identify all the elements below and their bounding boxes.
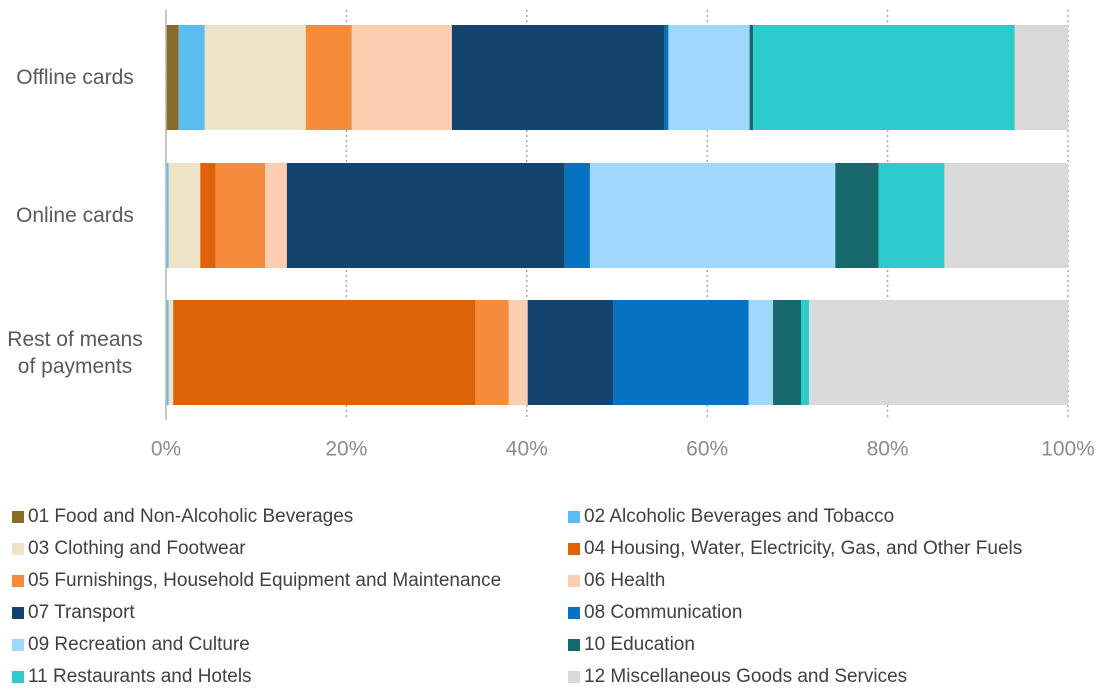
bar-segment [878, 163, 945, 268]
x-tick-label: 100% [1041, 438, 1095, 461]
legend-label: 10 Education [584, 634, 695, 655]
legend-label: 06 Health [584, 570, 665, 591]
bar-segment [527, 300, 614, 405]
legend-swatch [568, 671, 580, 683]
bar-segment [944, 163, 1068, 268]
legend-swatch [568, 575, 580, 587]
legend-label: 04 Housing, Water, Electricity, Gas, and… [584, 538, 1022, 559]
x-tick-label: 40% [506, 438, 548, 461]
legend-swatch [568, 639, 580, 651]
bar-segment [351, 25, 452, 130]
x-tick-label: 80% [867, 438, 909, 461]
legend-label: 01 Food and Non-Alcoholic Beverages [28, 506, 353, 527]
bar-segment [215, 163, 266, 268]
bar-segment [801, 300, 810, 405]
legend-label: 02 Alcoholic Beverages and Tobacco [584, 506, 894, 527]
legend-label: 03 Clothing and Footwear [28, 538, 246, 559]
x-tick-label: 60% [686, 438, 728, 461]
legend-swatch [568, 511, 580, 523]
legend-swatch [568, 543, 580, 555]
bar-segment [668, 25, 750, 130]
bar-segment [166, 25, 179, 130]
bar-segment [451, 25, 665, 130]
bar-segment [166, 300, 169, 405]
bar-segment [1014, 25, 1068, 130]
legend-label: 07 Transport [28, 602, 135, 623]
bar-segment [753, 25, 1015, 130]
bar-segment [835, 163, 879, 268]
legend-label: 09 Recreation and Culture [28, 634, 250, 655]
x-tick-label: 0% [151, 438, 181, 461]
bar-segment [204, 25, 306, 130]
bar-segment [589, 163, 836, 268]
legend-label: 11 Restaurants and Hotels [28, 666, 252, 687]
y-tick-label: Online cards [16, 204, 134, 227]
legend-label: 08 Communication [584, 602, 742, 623]
legend-swatch [12, 511, 24, 523]
bar-segment [809, 300, 1068, 405]
bar-segment [664, 25, 669, 130]
y-tick-label: Offline cards [16, 66, 134, 89]
bar-segment [613, 300, 749, 405]
legend-label: 05 Furnishings, Household Equipment and … [28, 570, 501, 591]
bar-segment [748, 300, 774, 405]
bar-segment [305, 25, 352, 130]
legend-swatch [12, 671, 24, 683]
y-tick-label: Rest of means of payments [7, 327, 143, 378]
bar-segment [265, 163, 287, 268]
bar-segment [508, 300, 528, 405]
bar-segment [286, 163, 565, 268]
bar-segment [173, 300, 476, 405]
bar-segment [178, 25, 205, 130]
legend-swatch [12, 543, 24, 555]
bar-segment [475, 300, 509, 405]
bar-segment [564, 163, 590, 268]
bar-segment [166, 163, 169, 268]
legend-swatch [12, 607, 24, 619]
bar-segment [749, 25, 754, 130]
x-tick-label: 20% [325, 438, 367, 461]
bar-segment [168, 163, 201, 268]
bar-segment [200, 163, 216, 268]
bar-segment [168, 300, 174, 405]
legend-swatch [12, 639, 24, 651]
legend-label: 12 Miscellaneous Goods and Services [584, 666, 907, 687]
bar-segment [773, 300, 802, 405]
legend-swatch [12, 575, 24, 587]
legend-swatch [568, 607, 580, 619]
